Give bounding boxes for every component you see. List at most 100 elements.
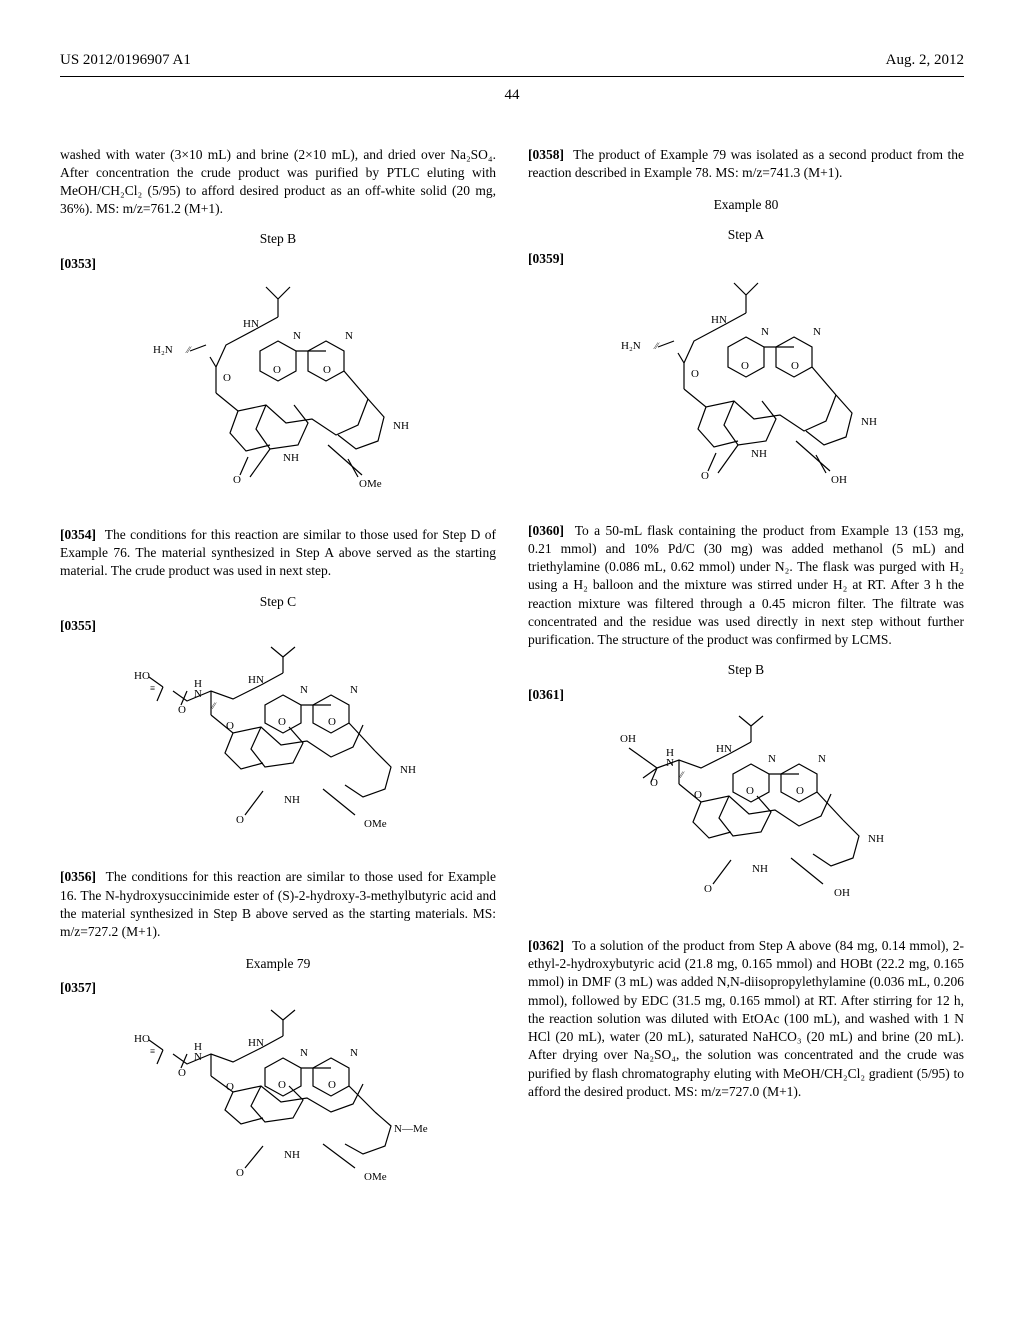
svg-text:N: N: [300, 684, 308, 696]
svg-text:O: O: [278, 716, 286, 728]
molecule-svg: HO ≡ HN HN ⁄⁄ O O O O N N NH NH O OMe: [108, 643, 448, 853]
example-heading: Example 79: [60, 955, 496, 973]
svg-text:O: O: [741, 360, 749, 372]
svg-text:HN: HN: [248, 674, 264, 686]
svg-text:N—Me: N—Me: [394, 1123, 428, 1135]
svg-text:O: O: [233, 474, 241, 486]
svg-text:HN: HN: [711, 314, 727, 326]
svg-text:NH: NH: [284, 794, 300, 806]
step-heading: Step B: [528, 661, 964, 679]
svg-text:OH: OH: [831, 474, 847, 486]
svg-text:O: O: [236, 814, 244, 826]
svg-text:N: N: [194, 688, 202, 700]
paragraph-number: [0353]: [60, 255, 496, 273]
svg-text:OMe: OMe: [359, 478, 382, 490]
svg-text:HO: HO: [134, 1033, 150, 1045]
svg-text:NH: NH: [751, 448, 767, 460]
paragraph-number: [0359]: [528, 250, 964, 268]
svg-text:NH: NH: [868, 833, 884, 845]
svg-text:O: O: [273, 364, 281, 376]
svg-text:O: O: [226, 720, 234, 732]
svg-text:N: N: [345, 330, 353, 342]
svg-text:OH: OH: [620, 733, 636, 745]
paragraph: [0356] The conditions for this reaction …: [60, 868, 496, 941]
svg-text:N: N: [813, 326, 821, 338]
svg-text:N: N: [666, 757, 674, 769]
svg-text:H₂N: H₂N: [621, 340, 641, 352]
svg-text:⁄⁄: ⁄⁄: [678, 770, 686, 780]
paragraph: washed with water (3×10 mL) and brine (2…: [60, 146, 496, 219]
chemical-structure: HN H₂N ⁄⁄ O O O N N NH NH O OH: [528, 277, 964, 512]
molecule-svg: HO ≡ HN HN O O O O N N N—Me NH O OMe: [108, 1006, 448, 1196]
patent-date: Aug. 2, 2012: [886, 50, 964, 70]
svg-text:N: N: [761, 326, 769, 338]
step-heading: Step C: [60, 593, 496, 611]
step-heading: Step B: [60, 230, 496, 248]
svg-text:OMe: OMe: [364, 818, 387, 830]
svg-text:O: O: [791, 360, 799, 372]
svg-text:O: O: [691, 368, 699, 380]
svg-text:HN: HN: [248, 1037, 264, 1049]
svg-text:N: N: [350, 684, 358, 696]
right-column: [0358] The product of Example 79 was iso…: [528, 146, 964, 1211]
svg-text:OMe: OMe: [364, 1171, 387, 1183]
paragraph-number: [0355]: [60, 617, 496, 635]
patent-number: US 2012/0196907 A1: [60, 50, 191, 70]
svg-text:H₂N: H₂N: [153, 344, 173, 356]
svg-text:O: O: [236, 1167, 244, 1179]
svg-text:N: N: [300, 1047, 308, 1059]
header-rule: [60, 76, 964, 77]
chemical-structure: HO ≡ HN HN O O O O N N N—Me NH O OMe: [60, 1006, 496, 1201]
svg-text:O: O: [323, 364, 331, 376]
molecule-svg: HN H₂N ⁄⁄ O O O N N NH NH O OMe: [123, 281, 433, 511]
svg-text:NH: NH: [393, 420, 409, 432]
molecule-svg: HN H₂N ⁄⁄ O O O N N NH NH O OH: [591, 277, 901, 507]
svg-text:O: O: [328, 716, 336, 728]
svg-text:NH: NH: [400, 764, 416, 776]
svg-text:N: N: [293, 330, 301, 342]
svg-text:N: N: [194, 1051, 202, 1063]
svg-text:O: O: [704, 883, 712, 895]
svg-text:O: O: [701, 470, 709, 482]
svg-text:NH: NH: [283, 452, 299, 464]
step-heading: Step A: [528, 226, 964, 244]
molecule-svg: OH HN HN ⁄⁄ O O O O N N NH NH O OH: [576, 712, 916, 922]
paragraph-number: [0361]: [528, 686, 964, 704]
page-header: US 2012/0196907 A1 Aug. 2, 2012: [60, 50, 964, 70]
svg-text:NH: NH: [752, 863, 768, 875]
example-heading: Example 80: [528, 196, 964, 214]
chemical-structure: HO ≡ HN HN ⁄⁄ O O O O N N NH NH O OMe: [60, 643, 496, 858]
svg-text:O: O: [796, 785, 804, 797]
svg-text:NH: NH: [861, 416, 877, 428]
paragraph: [0354] The conditions for this reaction …: [60, 526, 496, 581]
svg-text:HO: HO: [134, 670, 150, 682]
svg-text:O: O: [694, 789, 702, 801]
svg-text:N: N: [768, 753, 776, 765]
svg-text:N: N: [818, 753, 826, 765]
svg-text:OH: OH: [834, 887, 850, 899]
svg-text:NH: NH: [284, 1149, 300, 1161]
chemical-structure: OH HN HN ⁄⁄ O O O O N N NH NH O OH: [528, 712, 964, 927]
svg-text:O: O: [223, 372, 231, 384]
paragraph-number: [0357]: [60, 979, 496, 997]
svg-text:N: N: [350, 1047, 358, 1059]
two-column-body: washed with water (3×10 mL) and brine (2…: [60, 146, 964, 1211]
svg-text:O: O: [178, 704, 186, 716]
svg-text:≡: ≡: [150, 1046, 155, 1056]
svg-text:HN: HN: [716, 743, 732, 755]
paragraph: [0358] The product of Example 79 was iso…: [528, 146, 964, 182]
svg-text:O: O: [650, 777, 658, 789]
chemical-structure: HN H₂N ⁄⁄ O O O N N NH NH O OMe: [60, 281, 496, 516]
page-number: 44: [60, 85, 964, 105]
left-column: washed with water (3×10 mL) and brine (2…: [60, 146, 496, 1211]
svg-text:⁄⁄: ⁄⁄: [210, 701, 218, 711]
svg-text:O: O: [278, 1079, 286, 1091]
svg-text:O: O: [178, 1067, 186, 1079]
svg-text:O: O: [226, 1081, 234, 1093]
paragraph: [0360] To a 50-mL flask containing the p…: [528, 522, 964, 650]
svg-text:O: O: [746, 785, 754, 797]
svg-text:HN: HN: [243, 318, 259, 330]
paragraph: [0362] To a solution of the product from…: [528, 937, 964, 1101]
svg-text:O: O: [328, 1079, 336, 1091]
svg-text:≡: ≡: [150, 683, 155, 693]
